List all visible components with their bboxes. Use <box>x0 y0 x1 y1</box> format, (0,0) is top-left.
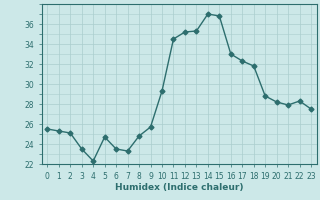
X-axis label: Humidex (Indice chaleur): Humidex (Indice chaleur) <box>115 183 244 192</box>
